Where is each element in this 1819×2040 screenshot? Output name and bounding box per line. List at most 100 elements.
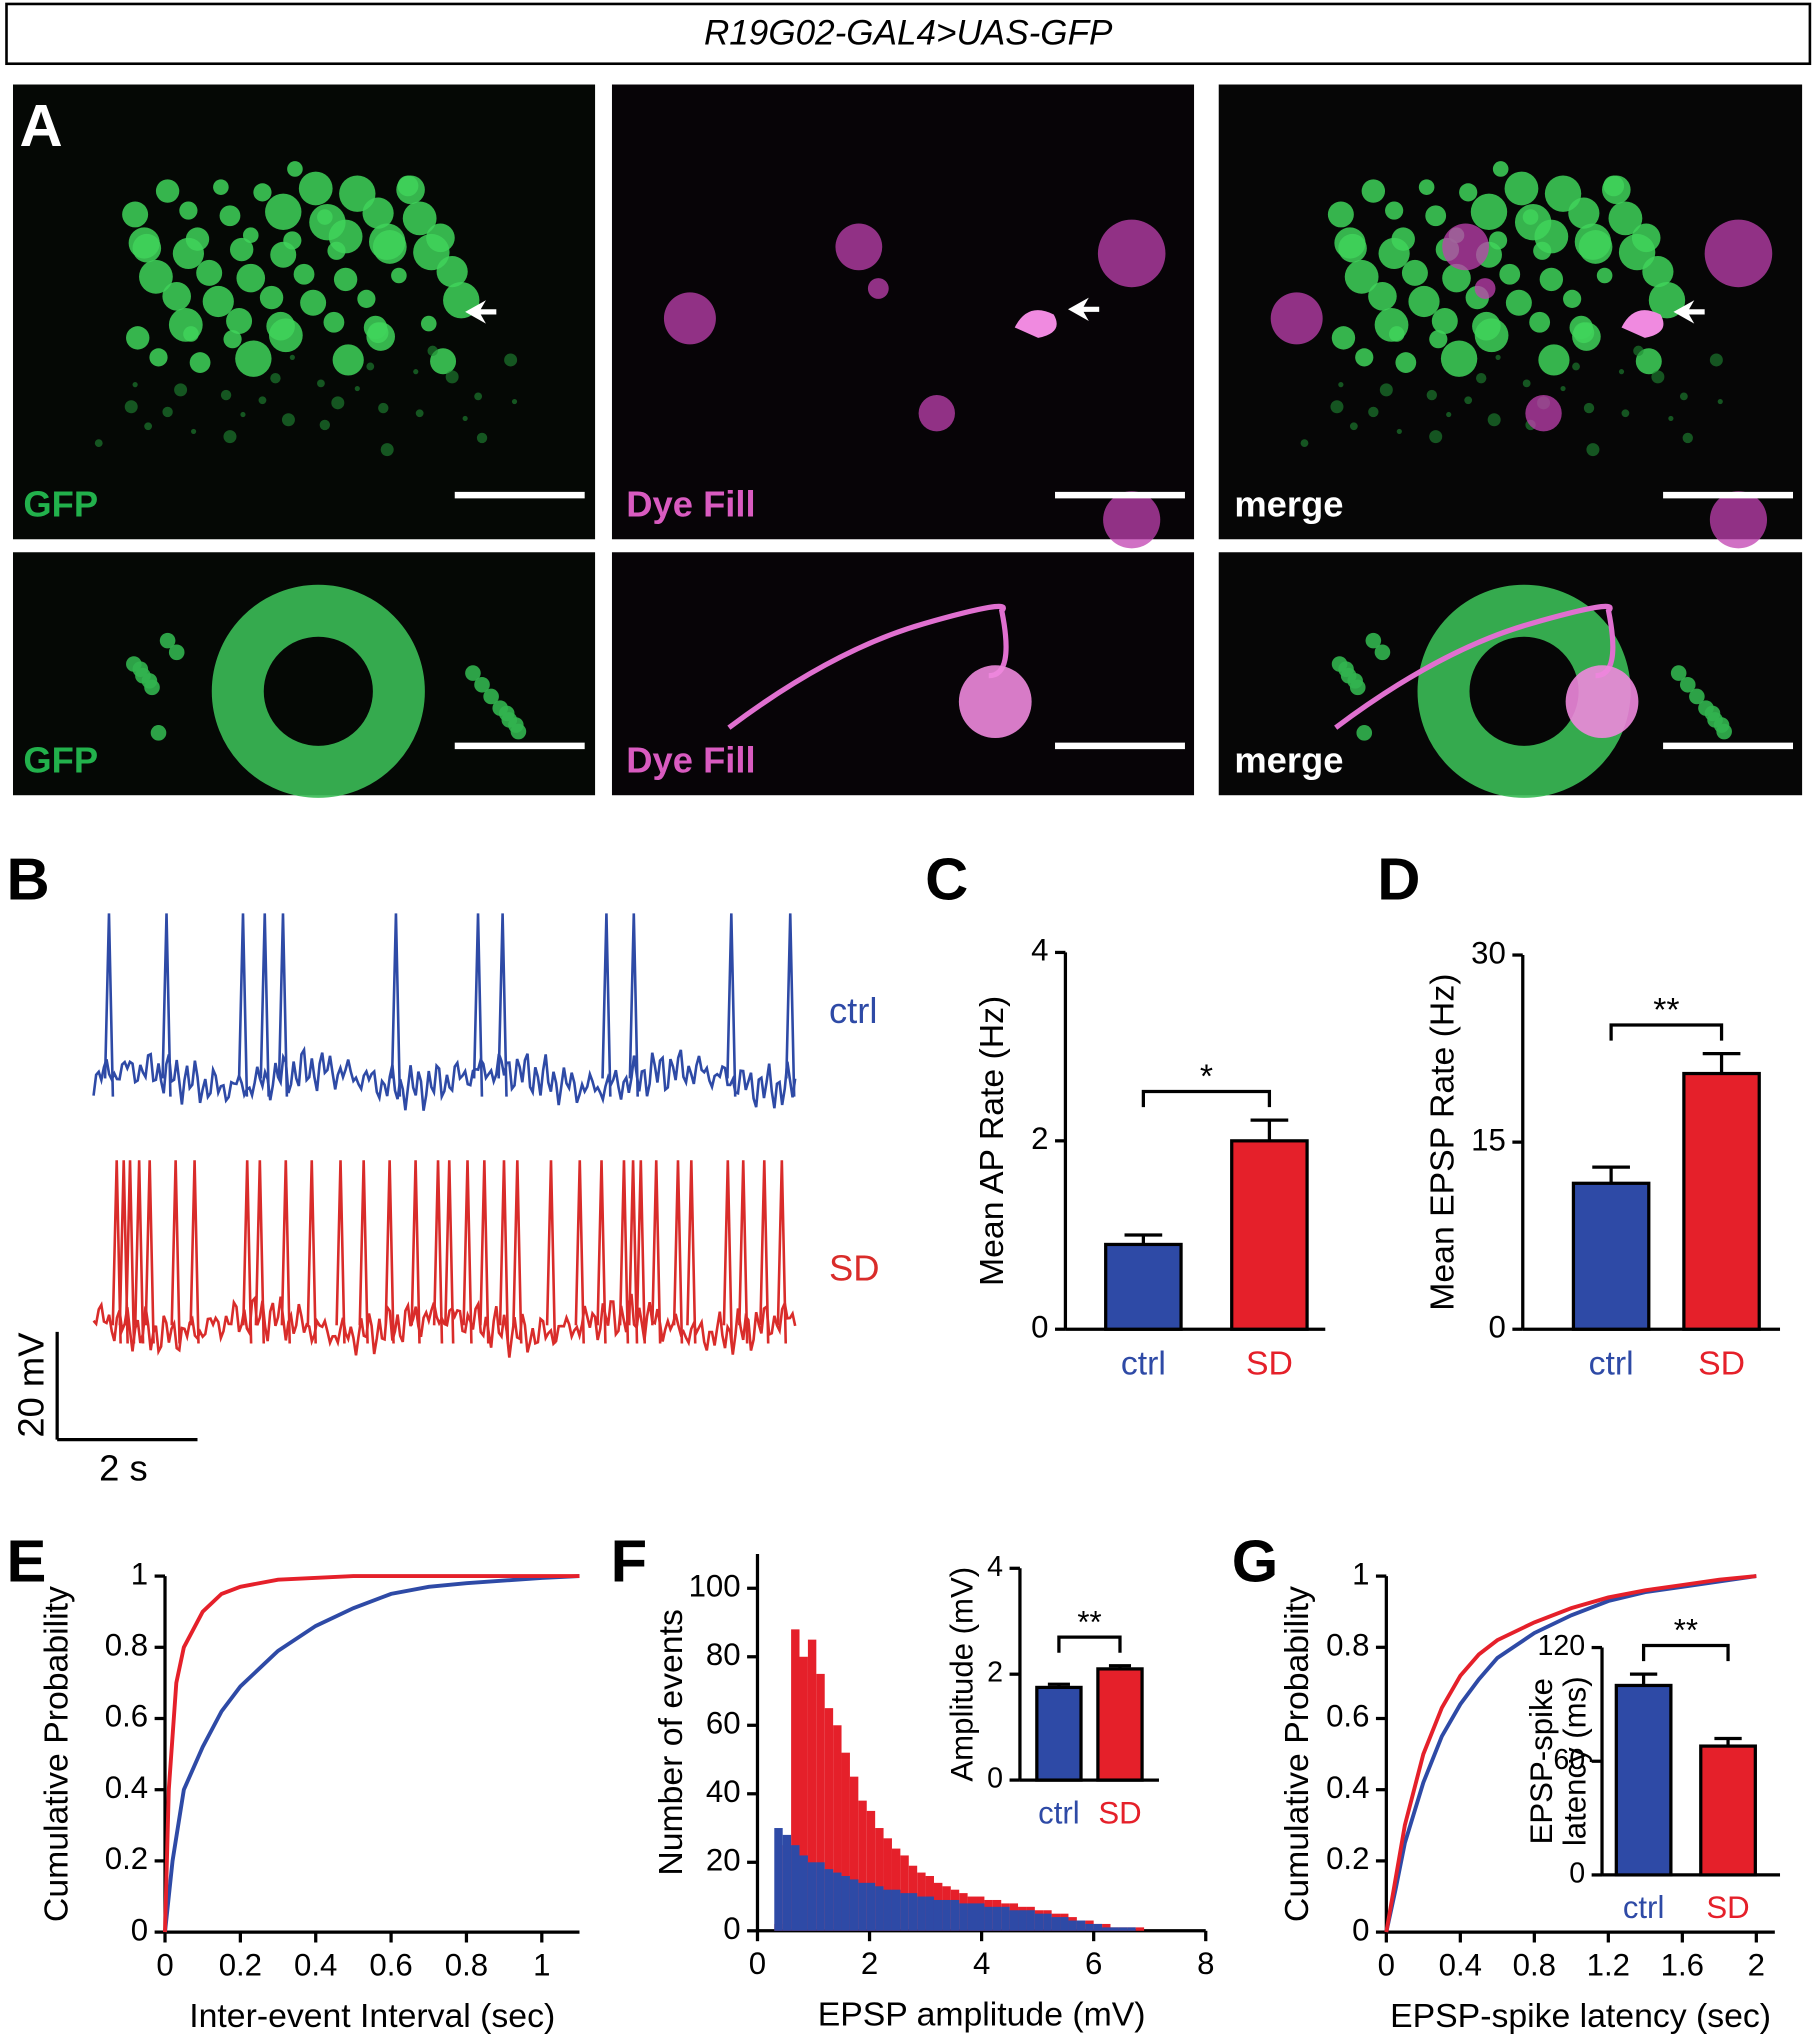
- cell-blob: [1704, 705, 1721, 722]
- x-tick-label: 1.2: [1587, 1947, 1630, 1982]
- y-tick-label: 4: [1031, 933, 1048, 968]
- x-tick-label: 2: [861, 1946, 878, 1981]
- cell-blob: [1651, 370, 1665, 384]
- spike: [384, 1160, 395, 1344]
- hist-bar: [824, 1708, 834, 1931]
- cell-blob: [1408, 285, 1440, 318]
- hist-bar: [908, 1893, 918, 1931]
- cell-blob: [1635, 348, 1662, 375]
- panel-label: C: [925, 845, 968, 912]
- cell-blob: [1331, 326, 1356, 350]
- cell-blob: [1368, 282, 1397, 311]
- dye-blob: [1709, 491, 1768, 549]
- significance: **: [1674, 1613, 1698, 1648]
- cell-blob: [1578, 230, 1613, 264]
- hist-bar: [816, 1673, 825, 1931]
- y-tick-label: 120: [1537, 1630, 1585, 1662]
- hist-bar: [849, 1776, 859, 1931]
- cell-blob: [126, 326, 150, 350]
- cell-blob: [1679, 392, 1688, 401]
- spike: [672, 1160, 684, 1344]
- significance-bracket: [1057, 1635, 1122, 1653]
- cell-blob: [132, 382, 138, 388]
- spike: [280, 1160, 291, 1344]
- y-tick-label: 0: [1352, 1912, 1369, 1947]
- cell-blob: [327, 241, 346, 260]
- cell-blob: [122, 201, 149, 228]
- header-box: [5, 2, 1812, 66]
- y-tick-label: 0.2: [105, 1841, 148, 1876]
- cell-blob: [1602, 175, 1631, 205]
- dye-blob: [663, 292, 716, 345]
- micrograph: [611, 552, 1195, 796]
- cell-blob: [155, 179, 180, 203]
- cell-blob: [1361, 179, 1386, 203]
- category-label: ctrl: [1038, 1795, 1080, 1830]
- y-tick-label: 100: [689, 1568, 741, 1603]
- spike: [237, 913, 249, 1097]
- cell-blob: [1365, 632, 1382, 649]
- cell-blob: [1338, 661, 1354, 677]
- cell-blob: [1379, 383, 1393, 397]
- cell-blob: [1474, 318, 1509, 353]
- spike: [242, 1160, 253, 1344]
- spike: [722, 1160, 734, 1344]
- cell-blob: [498, 705, 515, 722]
- hist-bar: [1018, 1910, 1027, 1931]
- y-tick-label: 0: [723, 1911, 740, 1946]
- x-tick-label: 6: [1085, 1946, 1102, 1981]
- hist-bar: [824, 1869, 834, 1931]
- cell-blob: [1633, 345, 1644, 357]
- cell-blob: [220, 389, 232, 401]
- cell-blob: [474, 392, 483, 401]
- spike: [726, 913, 737, 1097]
- cell-blob: [1596, 267, 1613, 284]
- cell-blob: [1347, 673, 1363, 689]
- y-tick-label: 0.4: [105, 1770, 148, 1805]
- channel-label: GFP: [23, 739, 98, 780]
- cell-blob: [124, 400, 138, 414]
- y-tick-label: 0: [131, 1912, 148, 1947]
- hist-bar: [858, 1882, 867, 1931]
- cell-blob: [149, 348, 168, 367]
- hist-bar: [1093, 1923, 1103, 1931]
- category-label: SD: [1098, 1795, 1141, 1830]
- cell-blob: [281, 413, 295, 427]
- trace-label: SD: [829, 1247, 880, 1288]
- cell-blob: [415, 409, 424, 418]
- cell-blob: [236, 263, 266, 293]
- cell-blob: [430, 348, 457, 375]
- hist-bar: [858, 1800, 867, 1931]
- y-tick-label: 0: [1031, 1309, 1048, 1344]
- y-axis-label: Amplitude (mV): [944, 1567, 979, 1782]
- y-tick-label: 40: [706, 1774, 741, 1809]
- cell-blob: [298, 171, 333, 206]
- cell-blob: [1499, 263, 1521, 285]
- cell-blob: [1492, 161, 1509, 177]
- cell-blob: [511, 398, 518, 405]
- scale-label: 20 mV: [10, 1332, 51, 1438]
- hist-bar: [1076, 1920, 1086, 1931]
- spike: [144, 1160, 155, 1344]
- trace-scale-bar: [55, 1331, 198, 1442]
- cell-blob: [189, 352, 211, 373]
- dye-cell: [1621, 310, 1664, 338]
- cell-blob: [293, 263, 315, 285]
- cell-blob: [378, 402, 389, 414]
- spike: [785, 913, 796, 1097]
- cell-blob: [1300, 439, 1309, 448]
- cell-blob: [1505, 289, 1532, 316]
- hist-bar: [833, 1872, 842, 1931]
- spike: [498, 1160, 510, 1344]
- cell-blob: [1563, 289, 1582, 308]
- trace-noise: [92, 1045, 797, 1111]
- panel-a: [12, 84, 1803, 798]
- spike: [410, 1160, 421, 1344]
- y-tick-label: 60: [1553, 1744, 1585, 1776]
- spike: [124, 1160, 136, 1344]
- cell-blob: [1539, 267, 1564, 292]
- cell-blob: [1378, 237, 1410, 270]
- hist-bar: [799, 1656, 808, 1931]
- scale-bars: [454, 491, 1794, 750]
